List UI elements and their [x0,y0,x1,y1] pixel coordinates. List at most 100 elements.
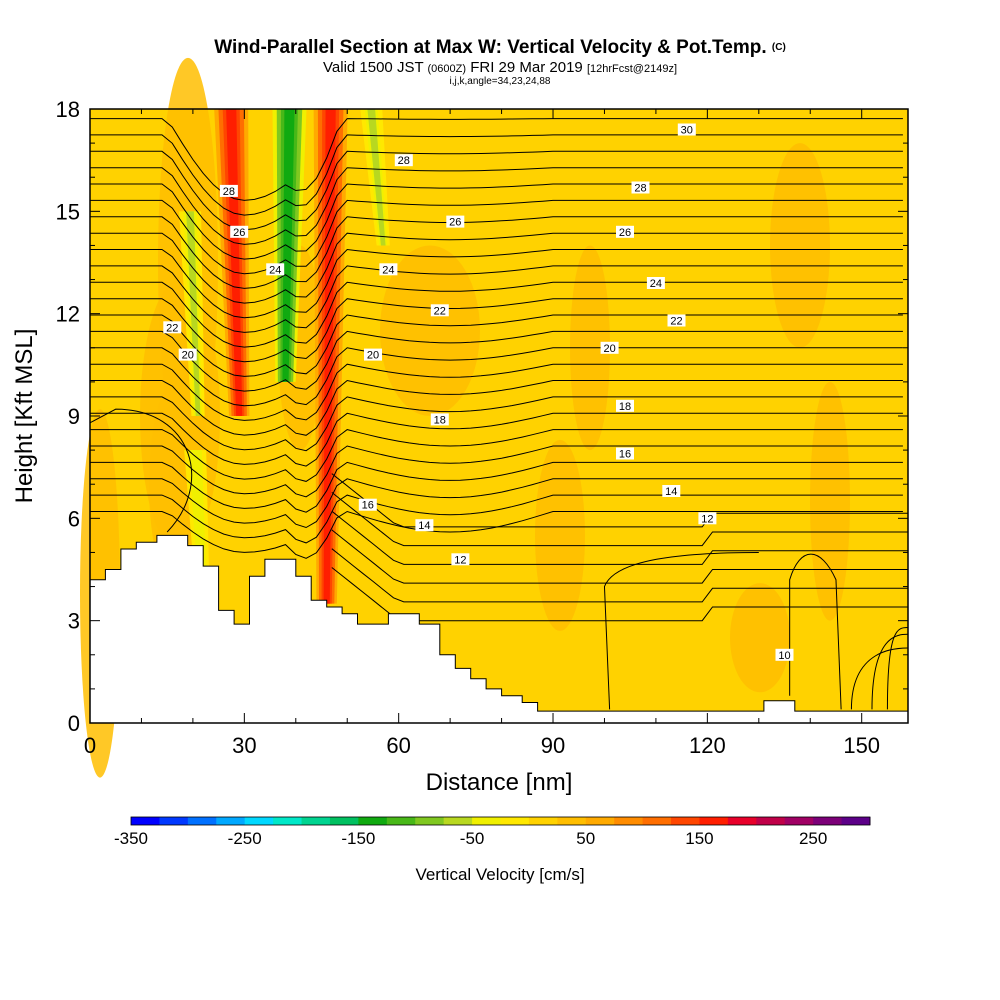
theta-contour [331,492,908,547]
contour-label: 24 [266,263,285,276]
x-tick-label: 0 [84,733,96,758]
contour-label-box [379,263,398,276]
theta-contour [90,150,903,231]
theta-contour [331,529,908,584]
colorbar-tick-label: 250 [799,829,827,848]
contour-label-text: 20 [182,350,194,362]
theta-contour [90,248,903,319]
contour-label-text: 28 [223,186,235,198]
colorbar-swatch [557,817,587,825]
colorbar-tick-label: 50 [576,829,595,848]
y-tick-label: 9 [68,404,80,429]
colorbar-swatch [386,817,416,825]
colorbar-tick-label: -350 [114,829,148,848]
field-patch [770,143,830,348]
contour-label-box [631,181,650,194]
contour-label: 20 [178,348,197,362]
contour-label-text: 18 [619,401,631,413]
y-tick-label: 0 [68,711,80,736]
colorbar-swatch [671,817,700,825]
theta-contour [90,216,903,289]
contour-label-text: 24 [650,278,662,290]
colorbar-swatch [187,817,217,825]
contour-label-box [451,553,470,566]
contour-label-box [667,314,686,327]
contour-label-box [775,648,794,661]
contour-label-text: 30 [681,125,693,137]
contour-label-box [358,498,377,511]
contour-label-box [415,519,434,532]
contour-label: 26 [230,225,249,239]
theta-contour [90,183,903,260]
y-tick-label: 12 [56,302,80,327]
y-tick-label: 6 [68,506,80,531]
contour-label-text: 14 [418,520,430,532]
colorbar-swatch [813,817,843,825]
contour-label-text: 20 [367,350,379,362]
y-tick-label: 3 [68,609,80,634]
contour-label-box [230,225,249,238]
contour-label-text: 18 [434,414,446,426]
contour-label: 10 [775,648,794,662]
theta-contour [90,134,903,216]
colorbar-tick-label: 150 [685,829,713,848]
y-tick-label: 15 [56,199,80,224]
contour-label-text: 16 [362,500,374,512]
colorbar-tick-label: -250 [228,829,262,848]
theta-contour [90,281,903,348]
contour-label-box [662,485,681,497]
contour-labels: 30 28 28 28 26 26 26 24 24 24 22 22 22 20 20 20 18 18 16 16… [163,123,794,662]
theta-contour [871,633,909,710]
colorbar-swatch [585,817,615,825]
theta-contour [789,553,842,710]
field-patch [810,381,850,621]
colorbar: -350 -250 -150 -50 50 150 250 Vertical Velocity… [114,816,871,884]
contour-label: 12 [451,553,470,566]
section-params: i,j,k,angle=34,23,24,88 [449,76,551,87]
colorbar-swatch [784,817,814,825]
theta-contour [90,461,903,513]
contour-label-box [616,447,634,460]
theta-contour [90,396,903,452]
theta-contour [331,567,908,622]
contour-label-box [219,184,238,197]
contour-label: 22 [430,304,449,317]
theta-contour [90,379,903,436]
contour-label-text: 26 [233,227,245,239]
theta-contour [603,551,759,710]
contour-label: 12 [698,512,717,525]
contour-label-box [430,413,449,426]
contour-label-text: 24 [269,264,281,276]
colorbar-swatch [841,817,871,825]
contour-label-text: 22 [670,316,682,328]
contour-label: 26 [616,225,634,239]
theta-contour [886,626,909,710]
contour-label: 28 [631,181,650,195]
contour-label-box [616,399,634,412]
theta-contour [90,445,903,498]
contour-label-box [677,123,696,136]
contour-label: 24 [646,277,665,290]
theta-contour [90,199,903,275]
axes: 0 30 60 90 120 150 0 3 6 9 12 15 18 Distance [nm] Heig… [11,97,909,796]
contour-label-box [266,263,285,276]
terrain-profile [89,534,909,724]
colorbar-swatch [131,817,160,825]
colorbar-swatch [273,817,303,825]
contour-label: 16 [358,498,377,512]
theta-contour [90,265,903,333]
copyright-mark: (C) [771,42,786,53]
terrain [89,534,909,724]
contour-label-box [600,341,619,354]
x-axis-label: Distance [nm] [426,769,573,796]
theta-contour [89,408,193,533]
contour-label: 18 [430,413,449,426]
field-patch [730,583,790,693]
theta-contour [331,548,908,603]
contour-label-box [430,304,449,317]
x-tick-label: 90 [541,733,565,758]
theta-contour [90,167,903,245]
colorbar-swatch [500,817,530,825]
x-tick-label: 120 [689,733,726,758]
